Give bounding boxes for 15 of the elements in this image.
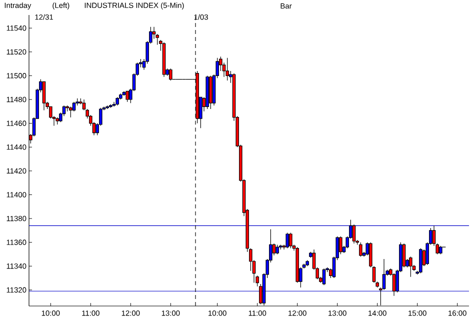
candlestick — [286, 232, 289, 249]
candlestick — [226, 58, 229, 81]
candlestick — [322, 268, 326, 286]
candlestick — [419, 248, 422, 274]
candlestick — [276, 244, 279, 255]
candlestick — [409, 256, 412, 278]
candlestick — [339, 236, 342, 255]
candlestick — [289, 232, 292, 249]
candlestick — [42, 81, 46, 111]
candlestick — [359, 242, 362, 257]
candlestick — [169, 68, 172, 81]
candlestick — [126, 90, 129, 102]
candlestick — [69, 106, 72, 118]
candlestick — [402, 243, 406, 268]
candlestick — [392, 272, 396, 296]
